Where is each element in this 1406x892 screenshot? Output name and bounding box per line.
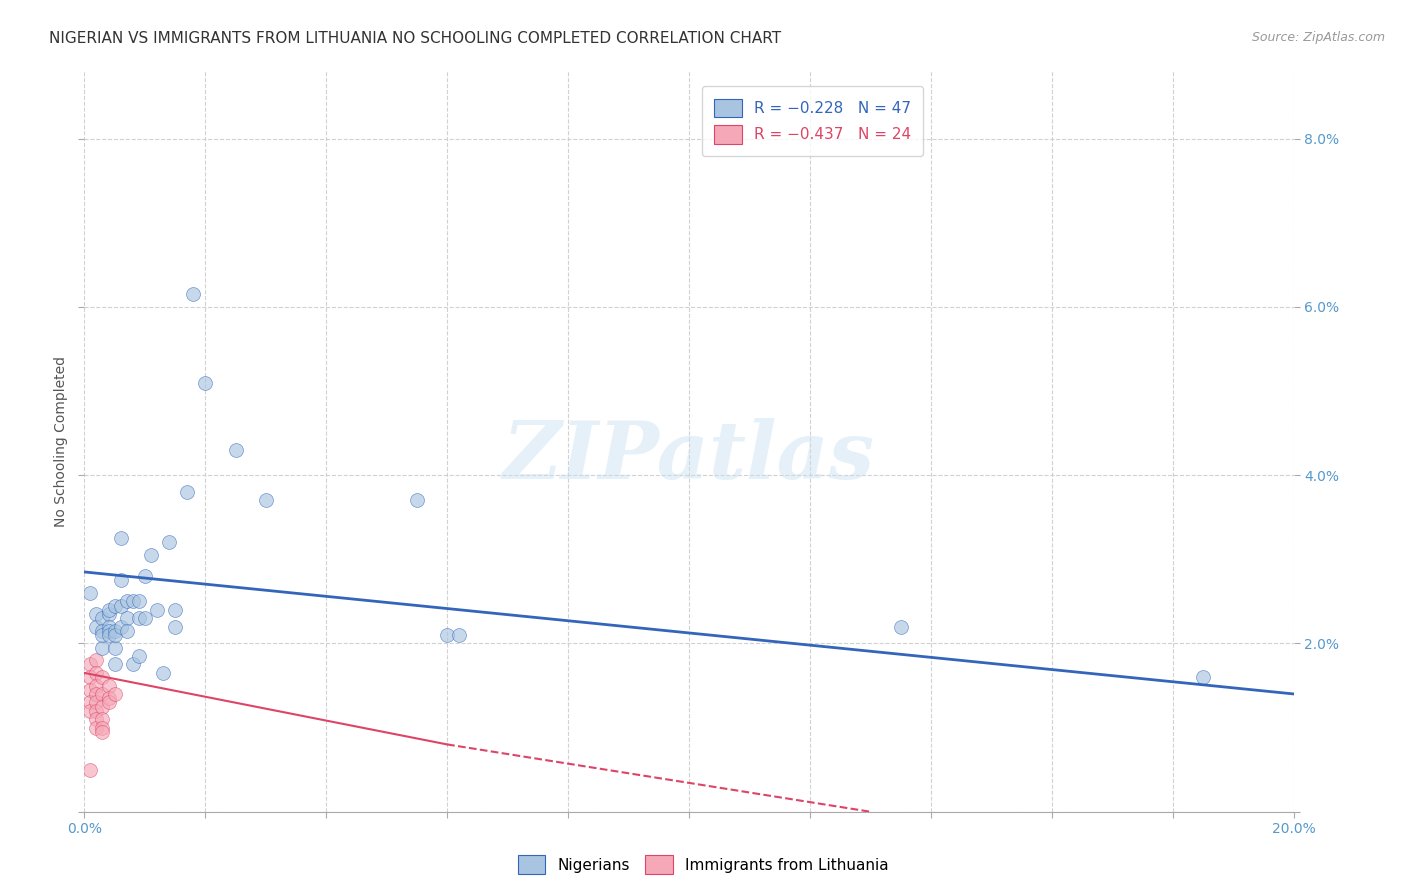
Point <box>104 687 127 701</box>
Point <box>79 586 101 600</box>
Point <box>91 724 114 739</box>
Point <box>110 531 132 545</box>
Point <box>97 679 120 693</box>
Point <box>165 619 187 633</box>
Point <box>449 628 471 642</box>
Point <box>86 607 108 621</box>
Legend: R = −0.228   N = 47, R = −0.437   N = 24: R = −0.228 N = 47, R = −0.437 N = 24 <box>702 87 924 156</box>
Point <box>104 599 127 613</box>
Point <box>91 611 114 625</box>
Text: ZIPatlas: ZIPatlas <box>503 417 875 495</box>
Point <box>97 691 120 706</box>
Point <box>86 712 108 726</box>
Point <box>91 628 114 642</box>
Point <box>110 619 132 633</box>
Point <box>79 763 101 777</box>
Point <box>194 376 217 390</box>
Point <box>146 603 169 617</box>
Point <box>406 493 429 508</box>
Point <box>110 599 132 613</box>
Point <box>91 670 114 684</box>
Point <box>152 665 174 680</box>
Point <box>128 611 150 625</box>
Point <box>86 687 108 701</box>
Point <box>115 611 138 625</box>
Point <box>157 535 180 549</box>
Point <box>121 594 143 608</box>
Point <box>91 712 114 726</box>
Point <box>97 628 120 642</box>
Point <box>104 624 127 638</box>
Point <box>91 687 114 701</box>
Point <box>254 493 277 508</box>
Point <box>86 665 108 680</box>
Point <box>86 679 108 693</box>
Point <box>165 603 187 617</box>
Point <box>128 649 150 664</box>
Point <box>86 721 108 735</box>
Point <box>79 704 101 718</box>
Point <box>97 619 120 633</box>
Point <box>91 721 114 735</box>
Point <box>79 670 101 684</box>
Point <box>97 624 120 638</box>
Point <box>86 653 108 667</box>
Point <box>97 695 120 709</box>
Y-axis label: No Schooling Completed: No Schooling Completed <box>53 356 67 527</box>
Point <box>181 287 204 301</box>
Point <box>79 682 101 697</box>
Point <box>86 704 108 718</box>
Point <box>86 695 108 709</box>
Point <box>86 619 108 633</box>
Point <box>91 624 114 638</box>
Point <box>134 611 156 625</box>
Point <box>128 594 150 608</box>
Point <box>139 548 162 562</box>
Point <box>225 442 247 457</box>
Point <box>176 485 198 500</box>
Text: Source: ZipAtlas.com: Source: ZipAtlas.com <box>1251 31 1385 45</box>
Point <box>121 657 143 672</box>
Point <box>115 594 138 608</box>
Point <box>115 624 138 638</box>
Point <box>110 574 132 588</box>
Point <box>104 657 127 672</box>
Point <box>1192 670 1215 684</box>
Point <box>890 619 912 633</box>
Text: NIGERIAN VS IMMIGRANTS FROM LITHUANIA NO SCHOOLING COMPLETED CORRELATION CHART: NIGERIAN VS IMMIGRANTS FROM LITHUANIA NO… <box>49 31 782 46</box>
Point <box>79 695 101 709</box>
Point <box>436 628 458 642</box>
Legend: Nigerians, Immigrants from Lithuania: Nigerians, Immigrants from Lithuania <box>512 849 894 880</box>
Point <box>79 657 101 672</box>
Point <box>104 640 127 655</box>
Point <box>104 628 127 642</box>
Point <box>91 640 114 655</box>
Point <box>97 603 120 617</box>
Point <box>97 607 120 621</box>
Point <box>91 699 114 714</box>
Point <box>134 569 156 583</box>
